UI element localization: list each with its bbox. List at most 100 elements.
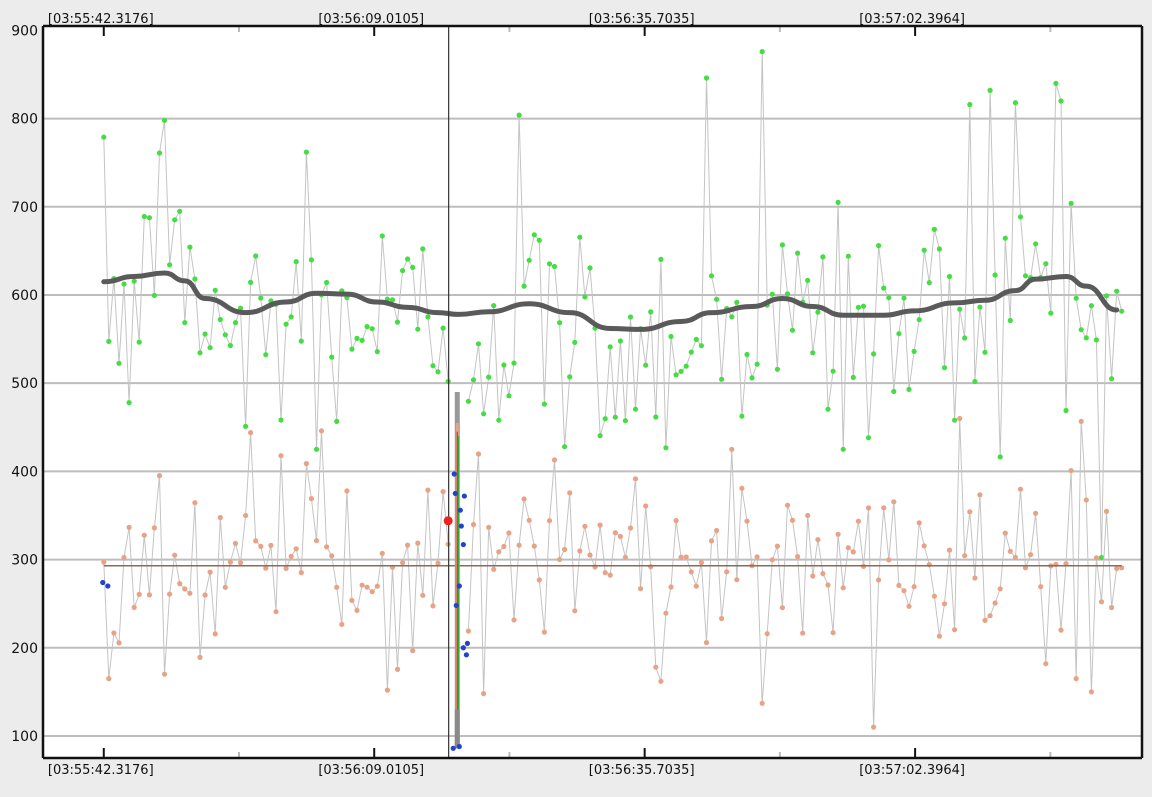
lower-scatter-point [521, 496, 527, 502]
lower-scatter-point [359, 582, 365, 588]
lower-scatter-point [967, 509, 973, 515]
lower-scatter-point [632, 476, 639, 482]
upper-scatter-point [982, 349, 988, 355]
lower-scatter-point [855, 518, 862, 524]
lower-scatter-point [800, 630, 806, 636]
upper-scatter-point [308, 257, 314, 263]
upper-scatter-point [192, 276, 198, 282]
lower-scatter-point [673, 518, 679, 524]
upper-scatter-point [729, 314, 735, 320]
upper-scatter-point [141, 213, 147, 220]
lower-scatter-point [1088, 689, 1094, 695]
upper-scatter-point [1119, 308, 1125, 314]
lower-scatter-point [324, 544, 330, 550]
lower-scatter-point [764, 631, 770, 637]
x-tick-label-top: [03:57:02.3964] [859, 12, 965, 27]
lower-scatter-point [248, 430, 254, 436]
lower-scatter-point [683, 554, 689, 560]
upper-scatter-point [116, 360, 122, 366]
lower-scatter-point [470, 521, 477, 528]
upper-scatter-point [313, 446, 320, 452]
lower-scatter-point [567, 490, 573, 496]
upper-scatter-point [364, 324, 370, 330]
upper-scatter-point [1048, 310, 1054, 316]
vertical-bar-green [457, 436, 460, 710]
upper-scatter-point [237, 305, 244, 311]
label-layer: 100 200 300 400 500 600 700 800 900 [03:55:42.317… [11, 12, 965, 778]
lower-scatter-point [830, 630, 836, 636]
upper-scatter-point [957, 306, 963, 312]
blue-point [100, 579, 106, 586]
blue-point [105, 583, 111, 589]
upper-scatter-point [435, 369, 441, 375]
upper-scatter-point [212, 287, 218, 293]
lower-scatter-point [126, 524, 132, 531]
lower-scatter-point [202, 592, 208, 598]
lower-scatter-point [795, 554, 801, 560]
x-tick-label-bottom: [03:55:42.3176] [48, 763, 154, 778]
upper-scatter-point [977, 304, 983, 310]
lower-scatter-point [739, 485, 745, 491]
blue-point [452, 490, 458, 497]
lower-scatter-point [1078, 418, 1084, 424]
lower-scatter-point [298, 570, 304, 576]
upper-scatter-point [298, 338, 304, 344]
lower-scatter-point [1068, 468, 1074, 474]
upper-scatter-point [607, 344, 613, 350]
upper-scatter-point [602, 416, 608, 422]
upper-scatter-point [379, 233, 385, 239]
lower-scatter-point [329, 553, 335, 559]
lower-scatter-point [354, 607, 360, 614]
upper-scatter-point [334, 418, 340, 424]
lower-scatter-point [977, 492, 983, 498]
upper-scatter-point [886, 295, 892, 301]
upper-scatter-point [1058, 98, 1064, 104]
lower-scatter-point [1103, 508, 1110, 514]
upper-scatter-point [359, 337, 365, 343]
upper-scatter-point [187, 244, 193, 250]
x-tick-label-top: [03:56:35.7035] [589, 12, 695, 27]
upper-scatter-point [688, 349, 694, 355]
lower-scatter-point [693, 583, 699, 589]
y-tick-label: 800 [11, 112, 38, 128]
x-tick-label-top: [03:56:09.0105] [318, 12, 424, 27]
lower-scatter-point [420, 592, 426, 598]
lower-scatter-point [698, 559, 705, 566]
lower-scatter-point [303, 461, 309, 467]
lower-scatter-point [172, 552, 178, 558]
lower-scatter-point [546, 518, 553, 524]
lower-scatter-point [597, 522, 603, 528]
upper-scatter-point [227, 342, 233, 349]
lower-scatter-point [192, 500, 198, 506]
upper-scatter-point [901, 295, 907, 301]
lower-scatter-point [486, 524, 492, 531]
lower-scatter-point [278, 453, 284, 459]
lower-scatter-point [1058, 627, 1064, 633]
upper-scatter-point [810, 350, 816, 356]
lower-scatter-point [263, 565, 269, 571]
lower-scatter-point [754, 554, 760, 560]
upper-scatter-point [617, 338, 624, 344]
upper-scatter-point [1053, 80, 1059, 86]
lower-scatter-point [876, 577, 882, 583]
lower-scatter-point [481, 691, 487, 697]
upper-scatter-point [749, 375, 755, 381]
blue-point [461, 493, 467, 499]
lower-scatter-point [197, 654, 203, 661]
lower-scatter-point [638, 586, 644, 592]
upper-scatter-point [572, 339, 578, 345]
lower-scatter-point [146, 592, 152, 598]
lower-scatter-point [384, 687, 390, 693]
lower-scatter-point [734, 577, 740, 583]
upper-scatter-point [820, 254, 826, 260]
blue-point [463, 652, 469, 658]
lower-scatter-point [622, 554, 629, 560]
lower-scatter-point [972, 575, 978, 581]
y-tick-label: 200 [11, 641, 38, 657]
lower-scatter-point [881, 505, 887, 511]
upper-scatter-point [136, 339, 142, 345]
upper-scatter-point [855, 304, 862, 310]
y-tick-label: 900 [11, 23, 38, 39]
upper-scatter-point [1012, 100, 1019, 106]
lower-scatter-point [871, 724, 877, 730]
